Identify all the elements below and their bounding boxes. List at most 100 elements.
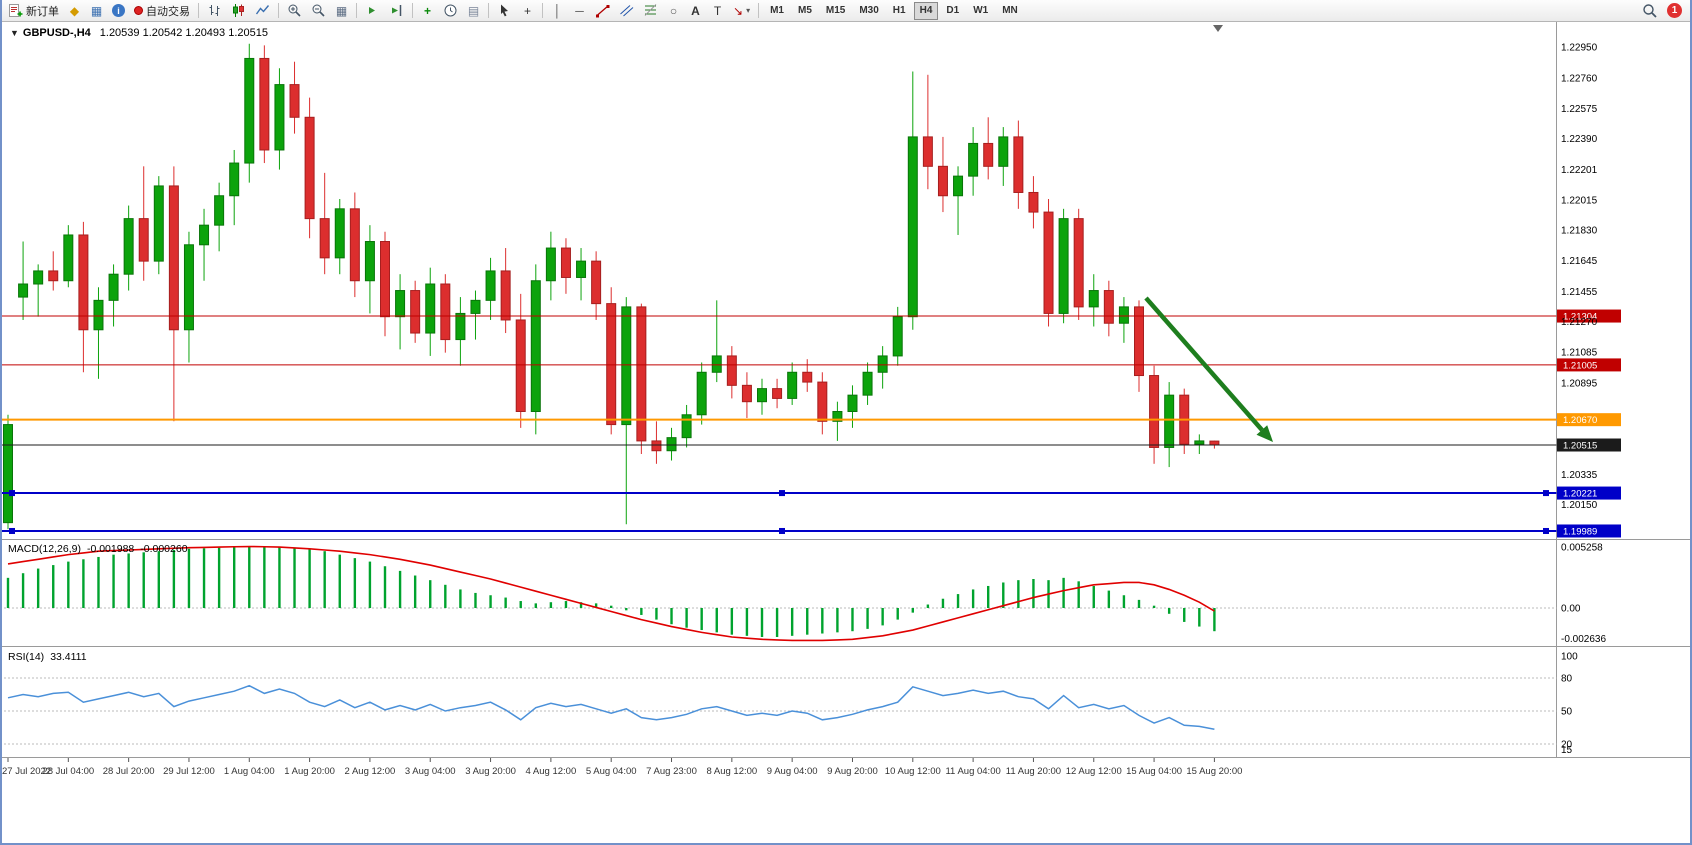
window-border-left: [0, 0, 2, 845]
vertical-line-icon: │: [553, 3, 562, 18]
trendline-button[interactable]: [591, 1, 614, 21]
auto-scroll-button[interactable]: [361, 1, 384, 21]
svg-text:15: 15: [1561, 745, 1573, 756]
trendline-icon: [596, 5, 610, 18]
chart-shift-button[interactable]: [385, 1, 408, 21]
trend-arrow-head[interactable]: [1256, 425, 1274, 442]
timeframe-H4[interactable]: H4: [913, 1, 939, 20]
charts-button[interactable]: ▦: [86, 1, 107, 21]
cursor-button[interactable]: [493, 1, 516, 21]
svg-text:15 Aug 20:00: 15 Aug 20:00: [1186, 766, 1242, 777]
svg-text:1.20670: 1.20670: [1563, 415, 1597, 426]
timeframe-group: M1 M5 M15 M30 H1 H4 D1 W1 MN: [763, 1, 1025, 20]
hline-handle[interactable]: [1543, 527, 1549, 534]
ellipse-icon: ○: [669, 3, 678, 18]
profiles-button[interactable]: ◆: [64, 1, 85, 21]
svg-text:1.22950: 1.22950: [1561, 43, 1598, 54]
vertical-line-button[interactable]: │: [547, 1, 568, 21]
timeframe-D1[interactable]: D1: [940, 2, 965, 20]
timeframe-W1[interactable]: W1: [967, 2, 994, 20]
macd-signal-line: [7, 545, 1215, 642]
timeframe-MN[interactable]: MN: [996, 2, 1024, 20]
tile-windows-button[interactable]: ▦: [331, 1, 352, 21]
svg-text:2 Aug 12:00: 2 Aug 12:00: [345, 766, 396, 777]
chart-shift-marker[interactable]: [1213, 25, 1223, 32]
timeframe-M1[interactable]: M1: [764, 2, 790, 20]
search-button[interactable]: [1638, 1, 1662, 21]
crosshair-button[interactable]: +: [517, 1, 538, 21]
rsi-indicator-label: RSI(14) 33.4111: [8, 651, 87, 663]
svg-text:50: 50: [1561, 707, 1573, 718]
zoom-out-button[interactable]: [307, 1, 330, 21]
svg-text:1.19989: 1.19989: [1563, 526, 1597, 537]
svg-text:100: 100: [1561, 652, 1578, 663]
window-border-right: [1690, 0, 1692, 845]
svg-text:5 Aug 04:00: 5 Aug 04:00: [586, 766, 637, 777]
chart-shift-icon: [392, 5, 402, 16]
svg-text:80: 80: [1561, 674, 1573, 685]
timeframe-M5[interactable]: M5: [792, 2, 818, 20]
new-order-label: 新订单: [26, 5, 59, 18]
timeframe-H1[interactable]: H1: [887, 2, 912, 20]
chart-canvas[interactable]: 1.21304 1.21005 1.20670 1.20515 1.20221 1.199…: [0, 22, 1692, 845]
horizontal-line-button[interactable]: ─: [569, 1, 590, 21]
rsi-name: RSI(14): [8, 651, 45, 663]
rsi-value: 33.4111: [50, 651, 87, 663]
svg-text:9 Aug 04:00: 9 Aug 04:00: [767, 766, 818, 777]
templates-icon: ▤: [467, 3, 480, 18]
toolbar-separator: [758, 3, 760, 18]
hline-handle[interactable]: [9, 527, 15, 534]
one-click-trading-toggle[interactable]: ▼: [10, 28, 19, 38]
bar-chart-type-button[interactable]: [203, 1, 226, 21]
toolbar-separator: [356, 3, 357, 18]
macd-main-value: -0.001988: [86, 543, 135, 555]
periods-button[interactable]: [439, 1, 462, 21]
timeframe-M30[interactable]: M30: [853, 2, 884, 20]
price-tag: [1557, 438, 1621, 452]
notification-badge[interactable]: 1: [1667, 3, 1682, 18]
shapes-button[interactable]: ○: [663, 1, 684, 21]
timeframe-M15[interactable]: M15: [820, 2, 851, 20]
label-icon: T: [713, 3, 722, 18]
svg-text:27 Jul 2022: 27 Jul 2022: [2, 766, 51, 777]
channel-button[interactable]: [615, 1, 638, 21]
indicators-button[interactable]: +: [417, 1, 438, 21]
data-window-button[interactable]: i: [108, 1, 129, 21]
svg-text:29 Jul 12:00: 29 Jul 12:00: [163, 766, 215, 777]
hline-handle[interactable]: [1543, 490, 1549, 497]
window-border-bottom: [0, 843, 1692, 845]
text-label-button[interactable]: T: [707, 1, 728, 21]
time-axis[interactable]: [7, 758, 1215, 762]
hline-handle[interactable]: [9, 490, 15, 497]
new-order-button[interactable]: 新订单: [4, 1, 63, 21]
hline-handle[interactable]: [779, 527, 785, 534]
zoom-out-icon: [312, 4, 325, 17]
arrow-tool-icon: ↘: [733, 3, 744, 18]
crosshair-icon: +: [523, 3, 531, 18]
text-button[interactable]: A: [685, 1, 706, 21]
fibonacci-button[interactable]: [639, 1, 662, 21]
hline-handle[interactable]: [779, 490, 785, 497]
svg-text:10 Aug 12:00: 10 Aug 12:00: [885, 766, 941, 777]
trend-arrow[interactable]: [1144, 296, 1264, 432]
svg-text:1.21455: 1.21455: [1561, 287, 1598, 298]
macd-name: MACD(12,26,9): [8, 543, 81, 555]
svg-text:1 Aug 04:00: 1 Aug 04:00: [224, 766, 275, 777]
templates-button[interactable]: ▤: [463, 1, 484, 21]
svg-text:1.22201: 1.22201: [1561, 165, 1598, 176]
toolbar-separator: [488, 3, 489, 18]
ohlc-bars-icon: [209, 5, 220, 16]
candlestick-icon: [233, 4, 244, 17]
arrows-tool-button[interactable]: ↘ ▾: [729, 1, 754, 21]
zoom-in-button[interactable]: [283, 1, 306, 21]
chevron-down-icon: ▾: [746, 5, 751, 15]
line-chart-type-button[interactable]: [251, 1, 274, 21]
chart-window[interactable]: 1.21304 1.21005 1.20670 1.20515 1.20221 1.199…: [0, 22, 1692, 845]
svg-text:1.20335: 1.20335: [1561, 470, 1598, 481]
svg-text:-0.002636: -0.002636: [1561, 634, 1606, 645]
info-icon: i: [112, 4, 125, 17]
channel-icon: [620, 5, 634, 17]
candlestick-type-button[interactable]: [227, 1, 250, 21]
svg-text:1.21645: 1.21645: [1561, 256, 1598, 267]
auto-trading-button[interactable]: 自动交易: [130, 1, 194, 21]
